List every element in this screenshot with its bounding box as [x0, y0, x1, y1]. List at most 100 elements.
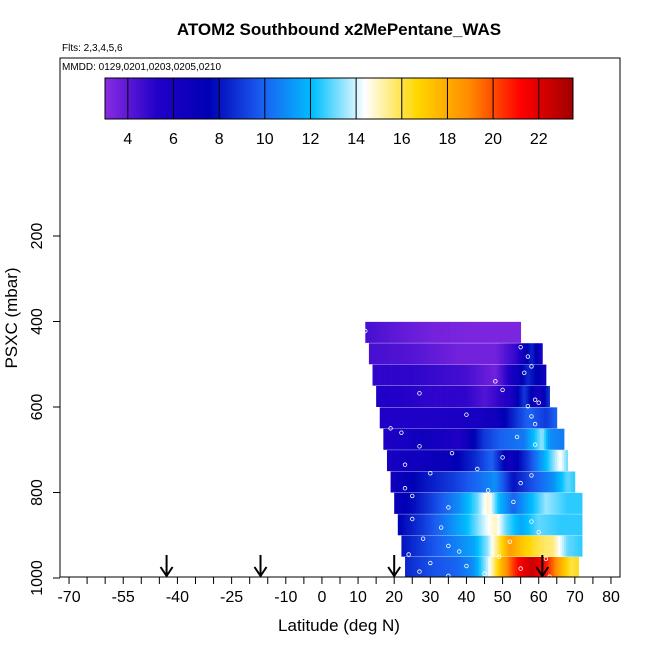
heatmap-cell — [506, 535, 509, 557]
heatmap-cell — [518, 492, 522, 514]
heatmap-cell — [439, 428, 442, 450]
heatmap-cell — [556, 535, 559, 557]
heatmap-cell — [396, 407, 399, 429]
heatmap-cell — [446, 428, 449, 450]
heatmap-cell — [437, 343, 440, 365]
heatmap-cell — [524, 450, 527, 472]
heatmap-cell — [432, 514, 435, 536]
heatmap-cell — [500, 450, 503, 472]
heatmap-cell — [428, 514, 431, 536]
heatmap-cell — [493, 428, 496, 450]
heatmap-cell — [448, 386, 451, 407]
heatmap-cell — [437, 428, 440, 450]
heatmap-cell — [459, 428, 462, 450]
heatmap-cell — [498, 450, 502, 472]
heatmap-cell — [405, 492, 408, 514]
sample-point — [446, 573, 451, 577]
heatmap-cell — [517, 492, 520, 514]
heatmap-cell — [408, 514, 411, 536]
heatmap-cell — [462, 514, 466, 536]
heatmap-cell — [442, 321, 446, 343]
heatmap-cell — [414, 407, 417, 429]
heatmap-cell — [551, 450, 554, 472]
heatmap-cell — [426, 407, 429, 429]
sample-point — [518, 344, 523, 350]
heatmap-cell — [535, 450, 538, 472]
heatmap-cell — [417, 386, 420, 407]
heatmap-cell — [441, 364, 444, 386]
heatmap-cell — [417, 514, 420, 536]
heatmap-cell — [419, 386, 422, 407]
heatmap-cell — [520, 407, 523, 429]
heatmap-cell — [397, 428, 401, 450]
heatmap-cell — [488, 557, 491, 577]
heatmap-cell — [419, 343, 422, 365]
heatmap-cell — [439, 321, 442, 343]
heatmap-cell — [558, 471, 561, 493]
heatmap-cell — [433, 407, 437, 429]
heatmap-cell — [415, 492, 419, 514]
heatmap-cell — [414, 557, 417, 577]
heatmap-cell — [432, 321, 435, 343]
heatmap-cell — [518, 321, 522, 343]
heatmap-cell — [495, 364, 498, 386]
heatmap-cell — [540, 428, 543, 450]
heatmap-cell — [477, 471, 480, 493]
heatmap-cell — [415, 321, 419, 343]
heatmap-cell — [484, 343, 487, 365]
heatmap-cell — [437, 386, 440, 407]
heatmap-cell — [536, 343, 540, 365]
heatmap-cell — [439, 557, 442, 577]
heatmap-cell — [488, 492, 491, 514]
heatmap-cell — [567, 557, 570, 577]
heatmap-cell — [560, 428, 563, 450]
x-tick-label: 40 — [458, 589, 476, 606]
heatmap-cell — [553, 407, 556, 429]
heatmap-cell — [403, 492, 406, 514]
heatmap-cell — [453, 535, 457, 557]
heatmap-cell — [426, 471, 429, 493]
heatmap-cell — [553, 471, 556, 493]
heatmap-cell — [471, 535, 475, 557]
heatmap-cell — [414, 428, 417, 450]
heatmap-cell — [433, 514, 437, 536]
heatmap-cell — [410, 471, 413, 493]
heatmap-cell — [480, 364, 484, 386]
heatmap-cell — [381, 343, 384, 365]
heatmap-cell — [410, 492, 413, 514]
sample-point — [438, 525, 444, 530]
heatmap-cell — [406, 364, 410, 386]
heatmap-cell — [538, 407, 541, 429]
heatmap-cell — [497, 492, 500, 514]
heatmap-cell — [508, 492, 511, 514]
heatmap-cell — [504, 343, 507, 365]
heatmap-cell — [452, 386, 455, 407]
heatmap-cell — [376, 386, 379, 407]
sample-point — [500, 455, 505, 460]
heatmap-cell — [462, 386, 466, 407]
heatmap-cell — [536, 407, 540, 429]
heatmap-cell — [493, 514, 496, 536]
heatmap-cell — [439, 514, 442, 536]
heatmap-cell — [526, 492, 529, 514]
heatmap-cell — [513, 535, 516, 557]
heatmap-cell — [401, 492, 404, 514]
heatmap-cell — [576, 535, 579, 557]
heatmap-cell — [448, 492, 451, 514]
heatmap-cell — [551, 407, 554, 429]
heatmap-cell — [470, 321, 473, 343]
heatmap-cell — [517, 535, 520, 557]
colorbar-tick-label: 10 — [256, 131, 274, 148]
heatmap-cell — [562, 450, 565, 472]
heatmap-cell — [482, 471, 485, 493]
heatmap-cell — [529, 364, 532, 386]
heatmap-cell — [462, 450, 466, 472]
heatmap-cell — [498, 471, 502, 493]
heatmap-cell — [571, 471, 574, 493]
heatmap-cell — [498, 557, 502, 577]
heatmap-cell — [408, 492, 411, 514]
heatmap-cell — [529, 386, 532, 407]
heatmap-cell — [506, 471, 509, 493]
heatmap-cell — [435, 364, 438, 386]
heatmap-cell — [461, 492, 464, 514]
